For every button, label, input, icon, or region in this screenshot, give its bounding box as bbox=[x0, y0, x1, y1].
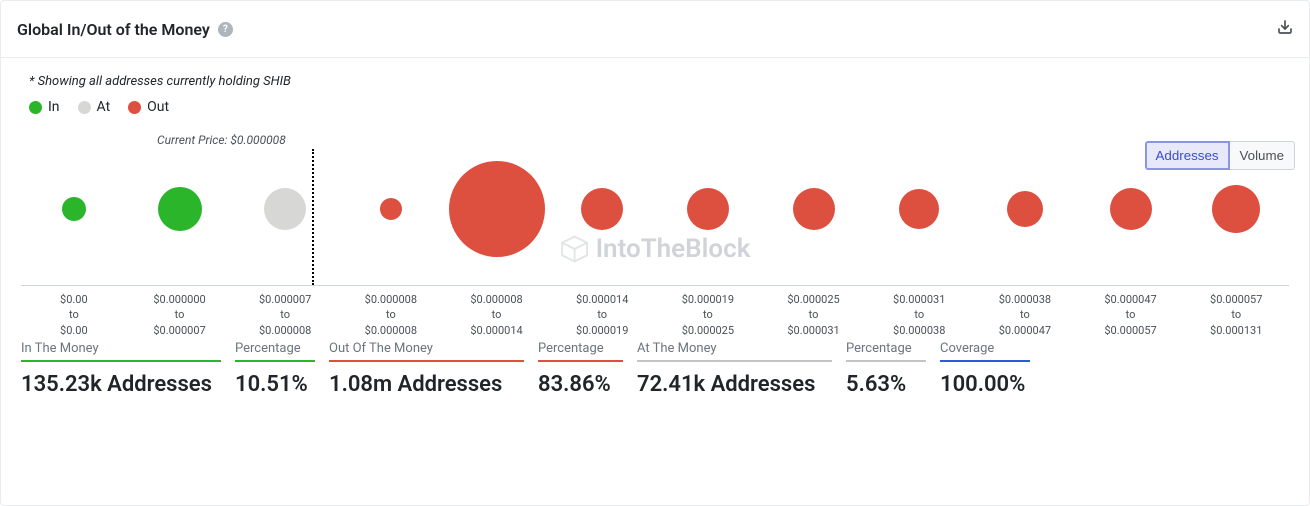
subtitle: * Showing all addresses currently holdin… bbox=[1, 58, 1309, 99]
stat-block: Coverage 100.00% bbox=[940, 341, 1030, 397]
stat-value: 5.63% bbox=[846, 372, 926, 397]
legend-item-at[interactable]: At bbox=[78, 99, 111, 115]
stat-label: Percentage bbox=[235, 341, 315, 362]
bubble bbox=[1110, 188, 1152, 230]
stat-block: Out Of The Money 1.08m Addresses bbox=[329, 341, 524, 397]
x-axis-label: $0.000014to$0.000019 bbox=[549, 286, 655, 333]
legend-label-in: In bbox=[48, 99, 60, 115]
bubble bbox=[264, 188, 306, 230]
stat-label: At The Money bbox=[637, 341, 832, 362]
bubble-column[interactable] bbox=[232, 133, 338, 285]
stat-label: Coverage bbox=[940, 341, 1030, 362]
x-axis-label: $0.000047to$0.000057 bbox=[1078, 286, 1184, 333]
x-axis-label: $0.000031to$0.000038 bbox=[866, 286, 972, 333]
bubble bbox=[581, 188, 623, 230]
bubble-column[interactable] bbox=[972, 133, 1078, 285]
legend-label-at: At bbox=[97, 99, 111, 115]
stat-block: In The Money 135.23k Addresses bbox=[21, 341, 221, 397]
stat-label: Out Of The Money bbox=[329, 341, 524, 362]
card-title: Global In/Out of the Money bbox=[17, 20, 210, 39]
x-axis-label: $0.000057to$0.000131 bbox=[1183, 286, 1289, 333]
bubble-column[interactable] bbox=[866, 133, 972, 285]
bubble bbox=[1007, 191, 1043, 227]
x-axis-label: $0.000025to$0.000031 bbox=[761, 286, 867, 333]
x-axis-label: $0.000007to$0.000008 bbox=[232, 286, 338, 333]
stat-value: 135.23k Addresses bbox=[21, 372, 221, 397]
bubble bbox=[62, 197, 86, 221]
bubble bbox=[449, 161, 545, 257]
bubble-column[interactable] bbox=[655, 133, 761, 285]
stat-block: Percentage 83.86% bbox=[538, 341, 623, 397]
legend-label-out: Out bbox=[147, 99, 169, 115]
download-icon[interactable] bbox=[1277, 19, 1293, 39]
bubble-row bbox=[21, 133, 1289, 285]
bubble-column[interactable] bbox=[444, 133, 550, 285]
x-axis-label: $0.000019to$0.000025 bbox=[655, 286, 761, 333]
chart-area: Current Price: $0.000008 IntoTheBlock $0… bbox=[21, 133, 1289, 333]
stat-block: Percentage 5.63% bbox=[846, 341, 926, 397]
x-axis-label: $0.000038to$0.000047 bbox=[972, 286, 1078, 333]
bubble bbox=[793, 188, 835, 230]
stat-value: 1.08m Addresses bbox=[329, 372, 524, 397]
bubble-column[interactable] bbox=[549, 133, 655, 285]
stat-label: Percentage bbox=[538, 341, 623, 362]
help-icon[interactable]: ? bbox=[218, 22, 233, 37]
x-axis-label: $0.000008to$0.000008 bbox=[338, 286, 444, 333]
x-axis-label: $0.00to$0.00 bbox=[21, 286, 127, 333]
stat-value: 100.00% bbox=[940, 372, 1030, 397]
legend-item-in[interactable]: In bbox=[29, 99, 60, 115]
stat-block: At The Money 72.41k Addresses bbox=[637, 341, 832, 397]
stats-row: In The Money 135.23k Addresses Percentage 1… bbox=[1, 333, 1309, 397]
legend: In At Out bbox=[1, 99, 1309, 115]
stat-label: Percentage bbox=[846, 341, 926, 362]
bubble bbox=[158, 187, 202, 231]
bubble-column[interactable] bbox=[1078, 133, 1184, 285]
x-axis: $0.00to$0.00$0.000000to$0.000007$0.00000… bbox=[21, 285, 1289, 333]
bubble-column[interactable] bbox=[761, 133, 867, 285]
bubble bbox=[899, 189, 939, 229]
legend-dot-at bbox=[78, 101, 91, 114]
bubble-column[interactable] bbox=[21, 133, 127, 285]
legend-item-out[interactable]: Out bbox=[128, 99, 169, 115]
x-axis-label: $0.000000to$0.000007 bbox=[127, 286, 233, 333]
bubble-column[interactable] bbox=[127, 133, 233, 285]
legend-dot-in bbox=[29, 101, 42, 114]
legend-dot-out bbox=[128, 101, 141, 114]
title-wrap: Global In/Out of the Money ? bbox=[17, 20, 233, 39]
stat-value: 10.51% bbox=[235, 372, 315, 397]
stat-block: Percentage 10.51% bbox=[235, 341, 315, 397]
stat-value: 83.86% bbox=[538, 372, 623, 397]
card: Global In/Out of the Money ? * Showing a… bbox=[0, 0, 1310, 506]
stat-label: In The Money bbox=[21, 341, 221, 362]
stat-value: 72.41k Addresses bbox=[637, 372, 832, 397]
bubble bbox=[380, 198, 402, 220]
bubble bbox=[687, 188, 729, 230]
bubble bbox=[1212, 185, 1260, 233]
x-axis-label: $0.000008to$0.000014 bbox=[444, 286, 550, 333]
bubble-column[interactable] bbox=[1183, 133, 1289, 285]
bubble-column[interactable] bbox=[338, 133, 444, 285]
card-header: Global In/Out of the Money ? bbox=[1, 1, 1309, 58]
